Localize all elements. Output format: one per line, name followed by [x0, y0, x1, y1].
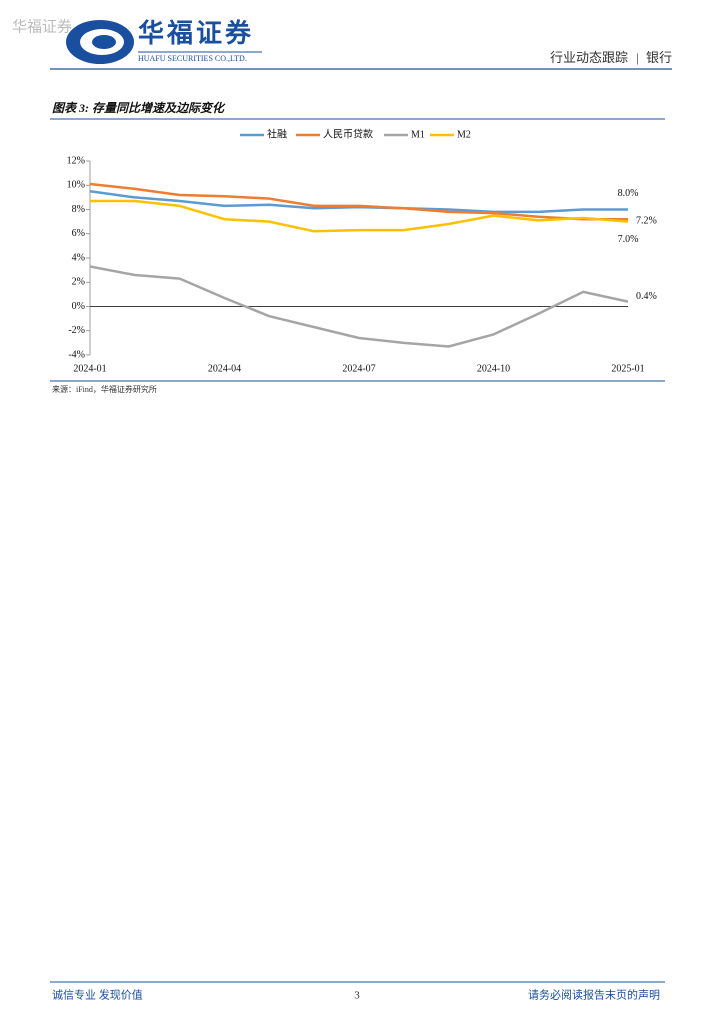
x-tick-label: 2024-10	[477, 363, 510, 374]
page-number: 3	[354, 990, 360, 1002]
figure-title: 图表 3: 存量同比增速及边际变化	[52, 101, 226, 115]
y-tick-label: 8%	[72, 204, 85, 215]
x-tick-label: 2024-04	[208, 363, 241, 374]
legend-label: 人民币贷款	[323, 127, 373, 140]
y-tick-label: -2%	[68, 325, 85, 336]
series-line	[89, 182, 628, 221]
data-label: 7.2%	[636, 215, 657, 226]
divider: |	[636, 50, 639, 65]
chart: -4% -2% 0% 2% 4% 6% 8% 10% 12% 2024-01 2024-04 2024…	[67, 127, 657, 374]
y-tick-label: 6%	[72, 228, 85, 239]
y-tick-label: 4%	[72, 252, 85, 263]
y-tick-label: 10%	[67, 180, 85, 191]
watermark: 华福证券	[12, 18, 72, 35]
series-line	[89, 265, 629, 348]
x-tick-label: 2024-07	[342, 363, 375, 374]
legend-label: M1	[411, 129, 425, 140]
data-label: 0.4%	[636, 291, 657, 302]
logo-cn: 华福证券	[138, 18, 254, 48]
footer-left: 诚信专业 发现价值	[52, 988, 143, 1002]
x-tick-label: 2025-01	[611, 363, 644, 374]
source: 来源：iFind，华福证券研究所	[52, 384, 157, 394]
y-tick-label: 2%	[72, 277, 85, 288]
footer-right: 请务必阅读报告末页的声明	[528, 988, 660, 1002]
data-label: 8.0%	[618, 188, 639, 199]
y-tick-label: 0%	[72, 301, 85, 312]
y-tick-label: 12%	[67, 155, 85, 166]
legend-label: 社融	[267, 127, 287, 140]
report-type: 行业动态跟踪	[550, 50, 628, 65]
y-tick-label: -4%	[68, 349, 85, 360]
series-line	[90, 199, 629, 233]
legend-label: M2	[457, 129, 471, 140]
sector: 银行	[646, 50, 672, 65]
data-label: 7.0%	[618, 234, 639, 245]
x-tick-label: 2024-01	[73, 363, 106, 374]
logo-en: HUAFU SECURITIES CO.,LTD.	[138, 54, 247, 63]
logo	[66, 20, 134, 64]
